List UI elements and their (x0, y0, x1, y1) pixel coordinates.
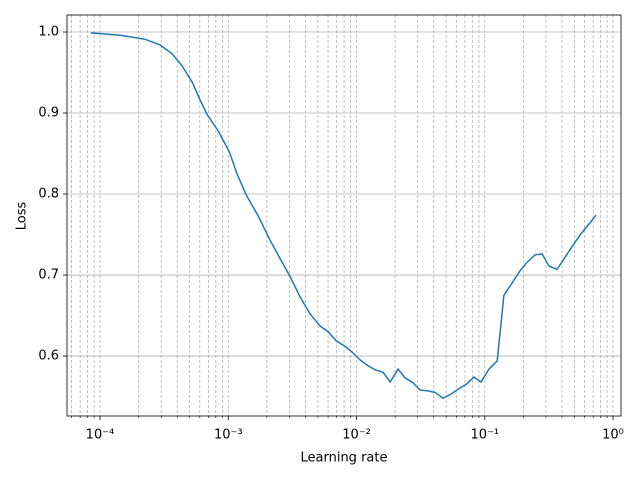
y-tick-label: 0.7 (38, 268, 59, 283)
y-tick-label: 1.0 (38, 25, 59, 40)
x-tick-label: 10⁻³ (214, 428, 243, 443)
x-tick-label: 10⁻¹ (470, 428, 499, 443)
y-tick-label: 0.6 (38, 349, 59, 364)
x-tick-label: 10⁻² (342, 428, 371, 443)
x-tick-label: 10⁰ (602, 428, 624, 443)
x-axis-label: Learning rate (301, 451, 388, 466)
y-tick-label: 0.9 (38, 106, 59, 121)
line-series (90, 32, 597, 400)
x-tick-label: 10⁻⁴ (86, 428, 115, 443)
y-tick-label: 0.8 (38, 187, 59, 202)
plot-frame (66, 14, 622, 417)
y-axis-label: Loss (15, 202, 30, 231)
